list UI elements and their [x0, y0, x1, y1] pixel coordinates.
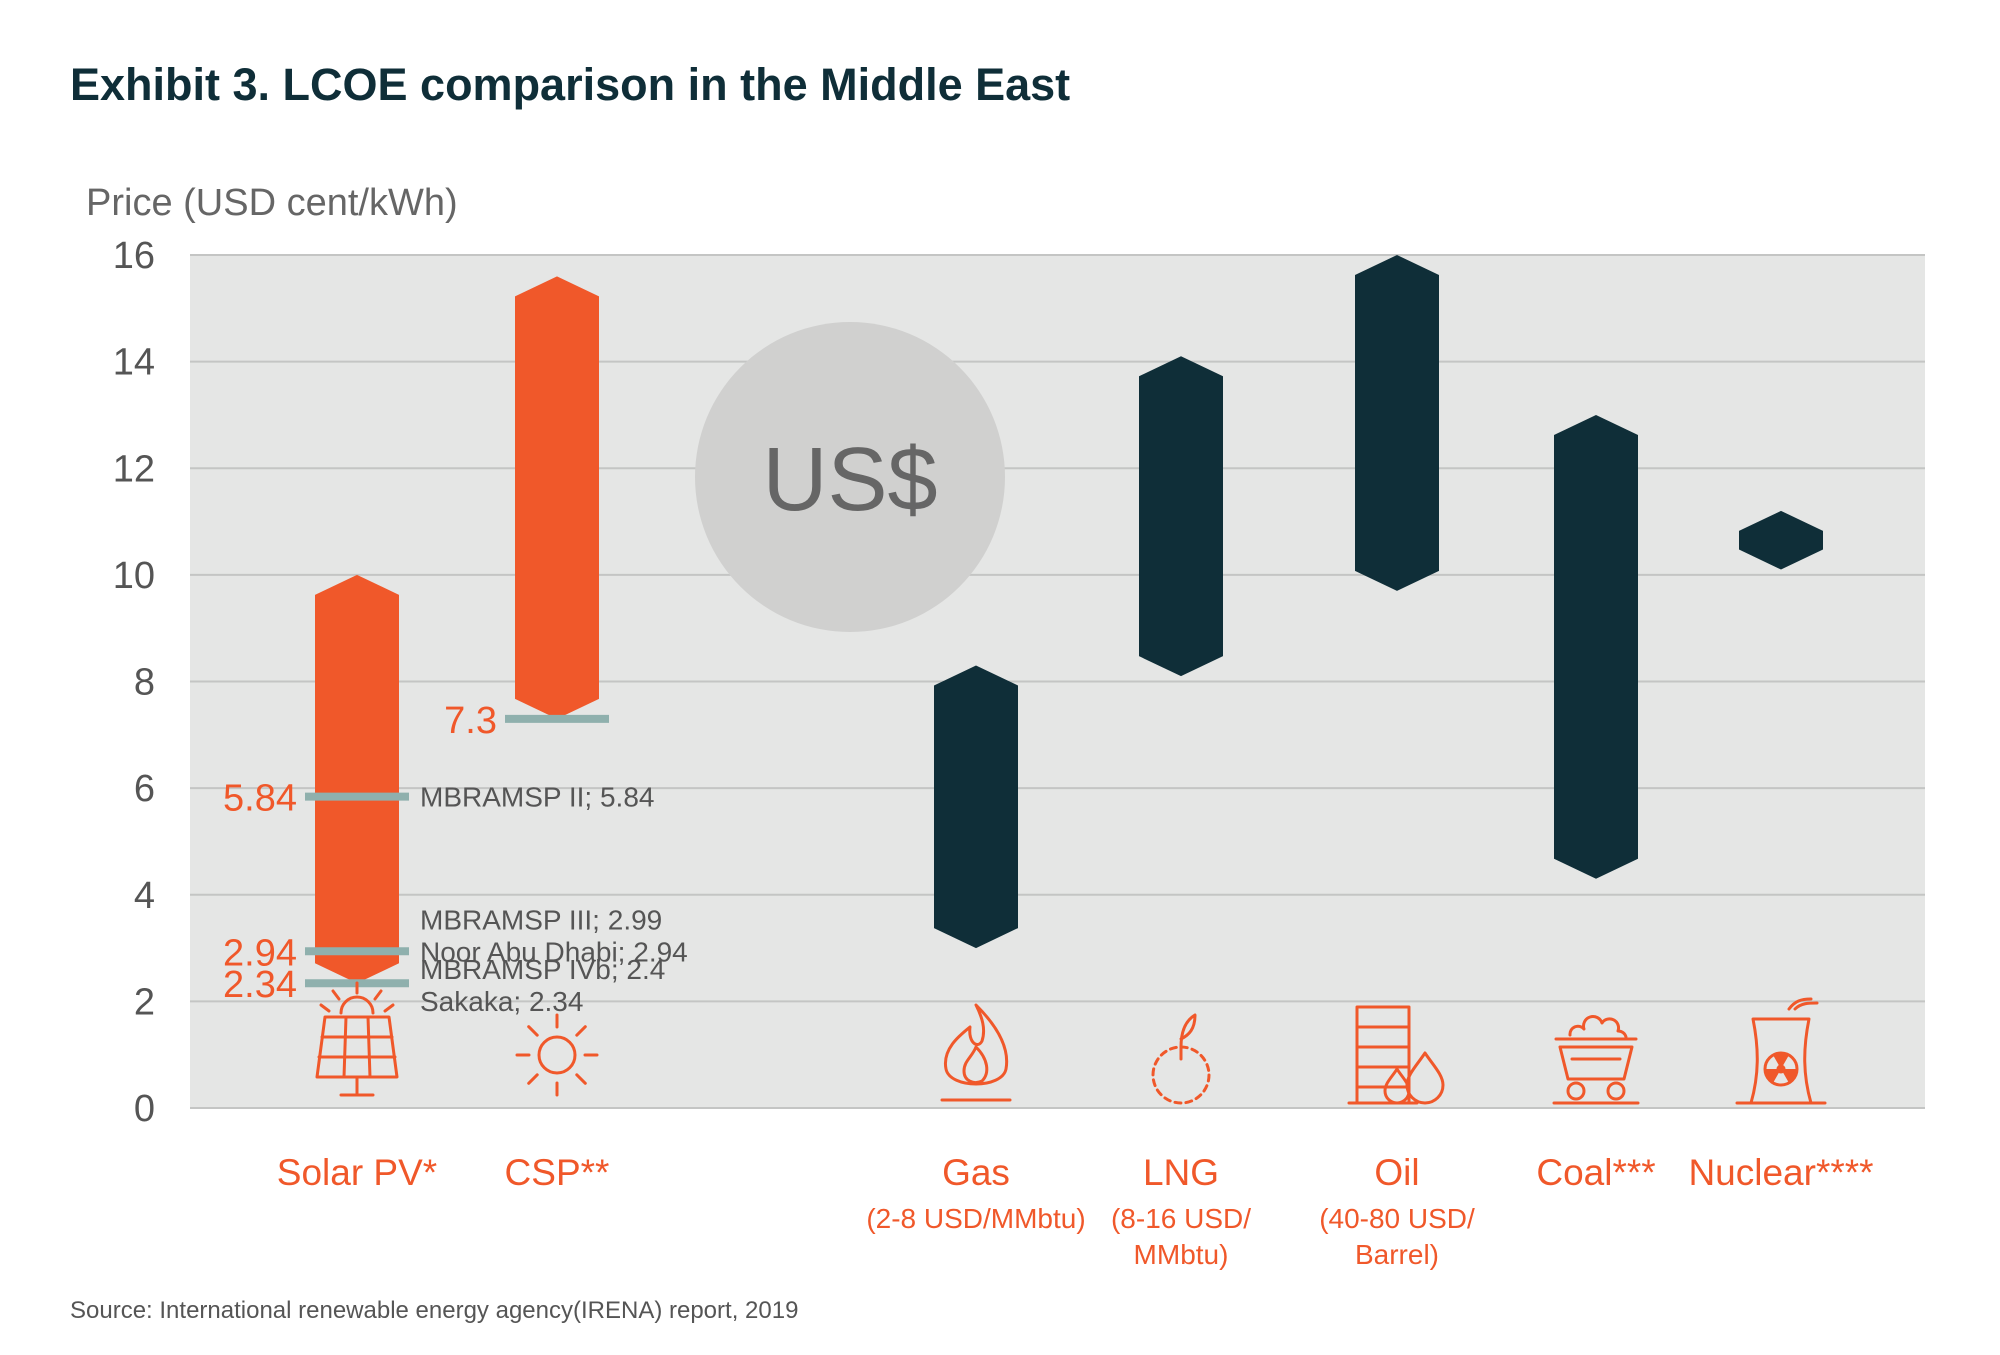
- category-icons: [315, 981, 1827, 1105]
- category-label-lng: LNG: [1143, 1152, 1219, 1193]
- price-marker-value: 7.3: [444, 700, 497, 742]
- project-annotation: MBRAMSP III; 2.99: [420, 904, 662, 935]
- category-label-nuclear: Nuclear****: [1688, 1152, 1873, 1193]
- y-tick-label: 12: [113, 448, 155, 490]
- y-tick-label: 6: [134, 768, 155, 810]
- project-annotation: Noor Abu Dhabi; 2.94: [420, 936, 688, 967]
- y-axis-label: Price (USD cent/kWh): [86, 182, 458, 224]
- y-tick-label: 2: [134, 981, 155, 1023]
- price-marker-value: 5.84: [223, 778, 297, 820]
- range-bar-solar-pv: [315, 574, 399, 984]
- coal-cart-icon: [1552, 1015, 1640, 1105]
- category-label-csp: CSP**: [505, 1152, 610, 1193]
- y-tick-label: 16: [113, 235, 155, 277]
- category-sublabel: (2-8 USD/MMbtu): [866, 1203, 1085, 1234]
- chart-title: Exhibit 3. LCOE comparison in the Middle…: [70, 59, 1070, 110]
- range-bar-oil: [1355, 255, 1439, 591]
- range-bar-coal: [1554, 414, 1638, 879]
- usd-badge-text: US$: [762, 430, 937, 530]
- category-label-oil: Oil: [1374, 1152, 1419, 1193]
- usd-badge: US$: [695, 322, 1005, 632]
- y-tick-label: 8: [134, 662, 155, 704]
- y-tick-label: 4: [134, 875, 155, 917]
- nuclear-plant-icon: [1735, 997, 1827, 1105]
- usd-badge-circle: [695, 322, 1005, 632]
- source-note: Source: International renewable energy a…: [70, 1297, 798, 1324]
- sun-icon: [515, 1013, 599, 1097]
- range-bar-nuclear: [1739, 510, 1823, 570]
- category-sublabel: (40-80 USD/: [1319, 1203, 1475, 1234]
- project-annotation: MBRAMSP II; 5.84: [420, 782, 654, 813]
- category-sublabel: MMbtu): [1134, 1239, 1229, 1270]
- category-label-gas: Gas: [942, 1152, 1010, 1193]
- solar-panel-icon: [315, 981, 399, 1097]
- oil-barrel-icon: [1347, 1005, 1445, 1105]
- project-annotation: Sakaka; 2.34: [420, 986, 583, 1017]
- price-marker-value: 2.94: [223, 932, 297, 974]
- category-label-coal: Coal***: [1536, 1152, 1655, 1193]
- range-bar-lng: [1139, 356, 1223, 677]
- y-tick-label: 14: [113, 342, 155, 384]
- project-annotation: MBRAMSP IVb; 2.4: [420, 954, 665, 985]
- y-tick-label: 0: [134, 1088, 155, 1130]
- category-sublabel: Barrel): [1355, 1239, 1439, 1270]
- lng-icon: [1151, 1013, 1211, 1105]
- y-tick-label: 10: [113, 555, 155, 597]
- category-sublabel: (8-16 USD/: [1111, 1203, 1251, 1234]
- range-bar-csp: [515, 276, 599, 719]
- category-label-solar-pv: Solar PV*: [277, 1152, 437, 1193]
- price-marker-value: 2.34: [223, 964, 297, 1006]
- y-axis-ticks: 0 2 4 6 8 10 12 14 16: [113, 235, 155, 1130]
- price-markers: 5.84 MBRAMSP II; 5.84 2.94 MBRAMSP III; 2.9…: [223, 700, 688, 1017]
- category-labels: Solar PV* CSP** Gas (2-8 USD/MMbtu) LNG (8-16…: [277, 1152, 1874, 1270]
- range-bar-gas: [934, 665, 1018, 949]
- flame-icon: [940, 1003, 1012, 1102]
- range-bars: [315, 255, 1823, 984]
